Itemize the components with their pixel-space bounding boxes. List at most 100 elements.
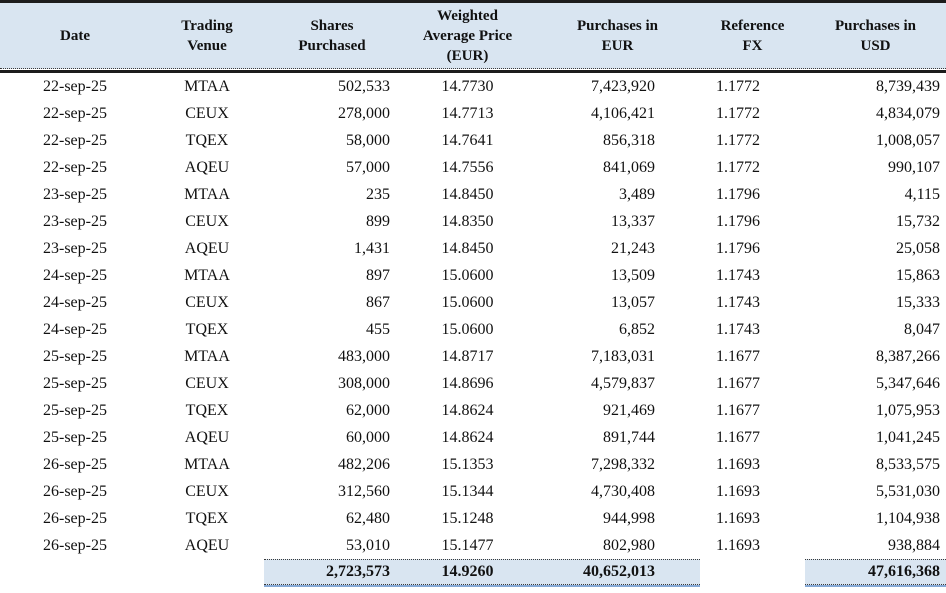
table-row: 25-sep-25 CEUX 308,000 14.8696 4,579,837… bbox=[0, 370, 946, 397]
cell-date: 25-sep-25 bbox=[43, 374, 107, 392]
cell-reference-fx: 1.1677 bbox=[716, 374, 760, 392]
cell-weighted-average-price: 14.7730 bbox=[441, 77, 494, 95]
cell-date: 26-sep-25 bbox=[43, 455, 107, 473]
cell-purchases-usd: 8,739,439 bbox=[876, 77, 940, 95]
cell-date: 24-sep-25 bbox=[43, 293, 107, 311]
cell-date: 24-sep-25 bbox=[43, 320, 107, 338]
cell-purchases-eur: 4,730,408 bbox=[591, 482, 655, 500]
cell-trading-venue: TQEX bbox=[185, 131, 229, 149]
cell-purchases-eur: 13,509 bbox=[611, 266, 655, 284]
column-header-purchases-eur: Purchases in EUR bbox=[577, 17, 658, 54]
cell-purchases-eur: 4,579,837 bbox=[591, 374, 655, 392]
cell-purchases-usd: 25,058 bbox=[896, 239, 940, 257]
cell-reference-fx: 1.1772 bbox=[716, 77, 760, 95]
cell-trading-venue: AQEU bbox=[184, 158, 230, 176]
cell-purchases-eur: 802,980 bbox=[603, 536, 655, 554]
table-row: 23-sep-25 AQEU 1,431 14.8450 21,243 1.17… bbox=[0, 235, 946, 262]
cell-shares-purchased: 58,000 bbox=[346, 131, 390, 149]
table-row: 22-sep-25 MTAA 502,533 14.7730 7,423,920… bbox=[0, 73, 946, 100]
cell-trading-venue: CEUX bbox=[185, 293, 229, 311]
cell-weighted-average-price: 15.0600 bbox=[441, 293, 494, 311]
cell-purchases-eur: 944,998 bbox=[603, 509, 655, 527]
table-row: 26-sep-25 TQEX 62,480 15.1248 944,998 1.… bbox=[0, 505, 946, 532]
table-row: 22-sep-25 TQEX 58,000 14.7641 856,318 1.… bbox=[0, 127, 946, 154]
cell-shares-purchased: 897 bbox=[366, 266, 390, 284]
cell-date: 22-sep-25 bbox=[43, 104, 107, 122]
cell-date: 25-sep-25 bbox=[43, 401, 107, 419]
cell-weighted-average-price: 14.8450 bbox=[441, 239, 494, 257]
cell-reference-fx: 1.1677 bbox=[716, 401, 760, 419]
cell-purchases-eur: 21,243 bbox=[611, 239, 655, 257]
cell-purchases-usd: 15,333 bbox=[896, 293, 940, 311]
cell-shares-purchased: 483,000 bbox=[338, 347, 390, 365]
table-row: 25-sep-25 MTAA 483,000 14.8717 7,183,031… bbox=[0, 343, 946, 370]
cell-reference-fx: 1.1693 bbox=[716, 482, 760, 500]
table-row: 26-sep-25 AQEU 53,010 15.1477 802,980 1.… bbox=[0, 532, 946, 559]
cell-purchases-eur: 841,069 bbox=[603, 158, 655, 176]
cell-reference-fx: 1.1772 bbox=[716, 131, 760, 149]
cell-purchases-usd: 1,041,245 bbox=[876, 428, 940, 446]
cell-trading-venue: MTAA bbox=[184, 347, 230, 365]
cell-date: 22-sep-25 bbox=[43, 158, 107, 176]
cell-shares-purchased: 235 bbox=[366, 185, 390, 203]
cell-reference-fx: 1.1693 bbox=[716, 509, 760, 527]
cell-weighted-average-price: 15.1353 bbox=[441, 455, 494, 473]
total-spacer-fx bbox=[700, 559, 805, 585]
cell-shares-purchased: 278,000 bbox=[338, 104, 390, 122]
cell-purchases-usd: 1,104,938 bbox=[876, 509, 940, 527]
cell-shares-purchased: 53,010 bbox=[346, 536, 390, 554]
table-row: 24-sep-25 MTAA 897 15.0600 13,509 1.1743… bbox=[0, 262, 946, 289]
total-block-left: 2,723,573 14.9260 40,652,013 bbox=[264, 559, 700, 585]
cell-purchases-eur: 13,337 bbox=[611, 212, 655, 230]
cell-date: 24-sep-25 bbox=[43, 266, 107, 284]
cell-weighted-average-price: 14.7641 bbox=[441, 131, 494, 149]
cell-date: 26-sep-25 bbox=[43, 536, 107, 554]
cell-reference-fx: 1.1772 bbox=[716, 158, 760, 176]
cell-reference-fx: 1.1772 bbox=[716, 104, 760, 122]
cell-purchases-eur: 3,489 bbox=[619, 185, 655, 203]
cell-weighted-average-price: 14.8450 bbox=[441, 185, 494, 203]
cell-reference-fx: 1.1743 bbox=[716, 293, 760, 311]
cell-shares-purchased: 308,000 bbox=[338, 374, 390, 392]
cell-purchases-eur: 7,423,920 bbox=[591, 77, 655, 95]
cell-purchases-eur: 921,469 bbox=[603, 401, 655, 419]
cell-reference-fx: 1.1693 bbox=[716, 536, 760, 554]
cell-reference-fx: 1.1677 bbox=[716, 347, 760, 365]
cell-trading-venue: CEUX bbox=[185, 104, 229, 122]
cell-date: 22-sep-25 bbox=[43, 131, 107, 149]
cell-weighted-average-price: 15.1248 bbox=[441, 509, 494, 527]
cell-weighted-average-price: 14.8350 bbox=[441, 212, 494, 230]
column-header-date: Date bbox=[60, 27, 90, 44]
cell-purchases-usd: 4,115 bbox=[904, 185, 940, 203]
column-header-purchases-usd: Purchases in USD bbox=[835, 17, 916, 54]
cell-shares-purchased: 899 bbox=[366, 212, 390, 230]
total-spacer-venue bbox=[150, 559, 264, 585]
cell-trading-venue: AQEU bbox=[184, 428, 230, 446]
cell-date: 25-sep-25 bbox=[43, 428, 107, 446]
cell-purchases-eur: 856,318 bbox=[603, 131, 655, 149]
cell-purchases-eur: 7,183,031 bbox=[591, 347, 655, 365]
cell-reference-fx: 1.1677 bbox=[716, 428, 760, 446]
cell-date: 25-sep-25 bbox=[43, 347, 107, 365]
total-spacer-date bbox=[0, 559, 150, 585]
table-row: 25-sep-25 AQEU 60,000 14.8624 891,744 1.… bbox=[0, 424, 946, 451]
cell-weighted-average-price: 14.8624 bbox=[441, 401, 494, 419]
cell-trading-venue: CEUX bbox=[185, 212, 229, 230]
table-row: 24-sep-25 TQEX 455 15.0600 6,852 1.1743 … bbox=[0, 316, 946, 343]
cell-trading-venue: TQEX bbox=[185, 401, 229, 419]
table-row: 22-sep-25 AQEU 57,000 14.7556 841,069 1.… bbox=[0, 154, 946, 181]
cell-trading-venue: MTAA bbox=[184, 77, 230, 95]
cell-purchases-usd: 5,347,646 bbox=[876, 374, 940, 392]
cell-shares-purchased: 62,480 bbox=[346, 509, 390, 527]
cell-date: 23-sep-25 bbox=[43, 185, 107, 203]
cell-purchases-usd: 8,047 bbox=[904, 320, 940, 338]
cell-purchases-usd: 1,008,057 bbox=[876, 131, 940, 149]
cell-shares-purchased: 455 bbox=[366, 320, 390, 338]
cell-purchases-usd: 5,531,030 bbox=[876, 482, 940, 500]
cell-weighted-average-price: 15.0600 bbox=[441, 320, 494, 338]
cell-date: 22-sep-25 bbox=[43, 77, 107, 95]
cell-trading-venue: MTAA bbox=[184, 455, 230, 473]
cell-weighted-average-price: 14.7556 bbox=[441, 158, 494, 176]
cell-weighted-average-price: 14.8624 bbox=[441, 428, 494, 446]
table-body: 22-sep-25 MTAA 502,533 14.7730 7,423,920… bbox=[0, 73, 946, 559]
